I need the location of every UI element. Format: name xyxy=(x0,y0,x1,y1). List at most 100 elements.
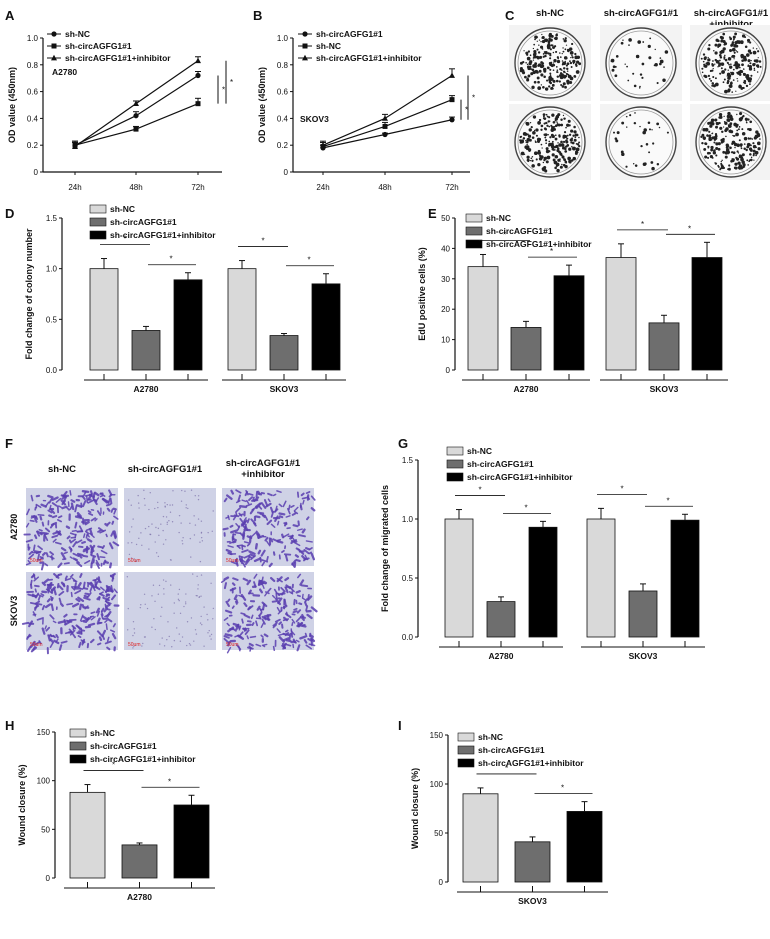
legend-marker xyxy=(302,31,308,37)
migrated-cell xyxy=(41,581,47,587)
migrated-cell xyxy=(231,582,236,586)
legend-marker xyxy=(51,54,57,61)
y-axis-label: Fold change of migrated cells xyxy=(380,485,390,612)
y-tick-label: 0 xyxy=(284,168,289,177)
colony-dot xyxy=(726,72,731,77)
migrated-cell xyxy=(276,540,284,544)
cell-dot xyxy=(149,492,151,494)
cell-dot xyxy=(142,642,144,645)
migrated-cell xyxy=(77,625,81,630)
migrated-cell xyxy=(102,635,105,640)
migrated-cell xyxy=(58,585,64,591)
colony-dot xyxy=(527,50,531,53)
migrated-cell xyxy=(263,498,269,507)
migrated-cell xyxy=(260,622,265,628)
micrograph xyxy=(124,488,216,566)
colony-dot xyxy=(701,133,705,137)
colony-dot xyxy=(529,121,532,124)
colony-dot xyxy=(536,70,539,74)
colony-dot xyxy=(549,72,552,75)
migrated-cell xyxy=(296,594,301,598)
migrated-cell xyxy=(253,573,258,579)
cell-dot xyxy=(127,607,129,610)
migrated-cell xyxy=(226,646,232,654)
migrated-cell xyxy=(68,628,74,634)
migrated-cell xyxy=(254,502,262,508)
cell-dot xyxy=(172,490,174,492)
colony-dot xyxy=(758,60,762,63)
migrated-cell xyxy=(310,606,318,613)
migrated-cell xyxy=(46,587,50,594)
cell-dot xyxy=(186,644,188,647)
colony-dot xyxy=(726,152,728,154)
colony-dot xyxy=(755,154,757,157)
colony-dot xyxy=(574,55,579,60)
colony-dot xyxy=(525,141,527,143)
colony-dot xyxy=(573,138,577,142)
colony-dot xyxy=(734,32,737,35)
migrated-cell xyxy=(21,621,30,625)
migrated-cell xyxy=(52,620,57,624)
migrated-cell xyxy=(96,553,100,561)
colony-dot xyxy=(729,146,732,150)
colony-dot xyxy=(534,140,536,142)
colony-dot xyxy=(749,83,751,86)
colony-dot xyxy=(701,141,704,145)
cell-dot xyxy=(164,502,166,504)
colony-dot xyxy=(752,50,757,55)
migrated-cell xyxy=(238,631,244,637)
migrated-cell xyxy=(263,633,269,638)
colony-dot xyxy=(534,55,537,57)
bar xyxy=(173,804,210,879)
colony-dot xyxy=(712,60,714,62)
colony-dot xyxy=(749,153,752,156)
migrated-cell xyxy=(285,554,289,562)
data-point xyxy=(449,97,455,103)
colony-dot xyxy=(550,44,553,47)
migrated-cell xyxy=(64,575,68,580)
colony-dot xyxy=(620,41,624,45)
colony-dot xyxy=(752,142,755,145)
colony-dot xyxy=(748,67,753,71)
colony-dot xyxy=(730,71,732,74)
y-tick-label: 0.4 xyxy=(27,114,39,123)
colony-dot xyxy=(541,167,546,171)
migrated-cell xyxy=(250,555,256,561)
colony-dot xyxy=(701,67,704,70)
colony-dot xyxy=(556,75,560,78)
migrated-cell xyxy=(272,493,277,497)
colony-dot xyxy=(717,164,720,167)
colony-dot xyxy=(728,84,731,87)
colony-dot xyxy=(562,61,567,66)
migrated-cell xyxy=(92,578,98,582)
x-tick-label: 72h xyxy=(445,183,458,192)
migrated-cell xyxy=(255,620,259,627)
migrated-cell xyxy=(44,562,49,567)
legend-marker xyxy=(51,43,57,49)
colony-dot xyxy=(748,79,752,83)
y-tick-label: 40 xyxy=(441,244,450,253)
cell-dot xyxy=(146,607,149,610)
colony-dot xyxy=(569,61,573,65)
cell-dot xyxy=(200,574,203,576)
migrated-cell xyxy=(281,591,285,596)
colony-dot xyxy=(571,56,574,59)
migrated-cell xyxy=(244,558,251,566)
cell-dot xyxy=(162,579,165,581)
migrated-cell xyxy=(58,590,65,596)
migrated-cell xyxy=(290,539,298,543)
migrated-cell xyxy=(85,534,88,539)
migrated-cell xyxy=(100,611,104,616)
migrated-cell xyxy=(251,498,259,502)
migrated-cell xyxy=(86,538,93,543)
cell-dot xyxy=(185,603,187,605)
cell-dot xyxy=(166,523,168,525)
colony-dot xyxy=(532,59,535,61)
colony-dot xyxy=(640,144,643,148)
migrated-cell xyxy=(105,503,112,507)
colony-dot xyxy=(715,38,719,42)
migrated-cell xyxy=(274,618,281,623)
colony-dot xyxy=(741,167,743,169)
cell-dot xyxy=(203,645,205,647)
